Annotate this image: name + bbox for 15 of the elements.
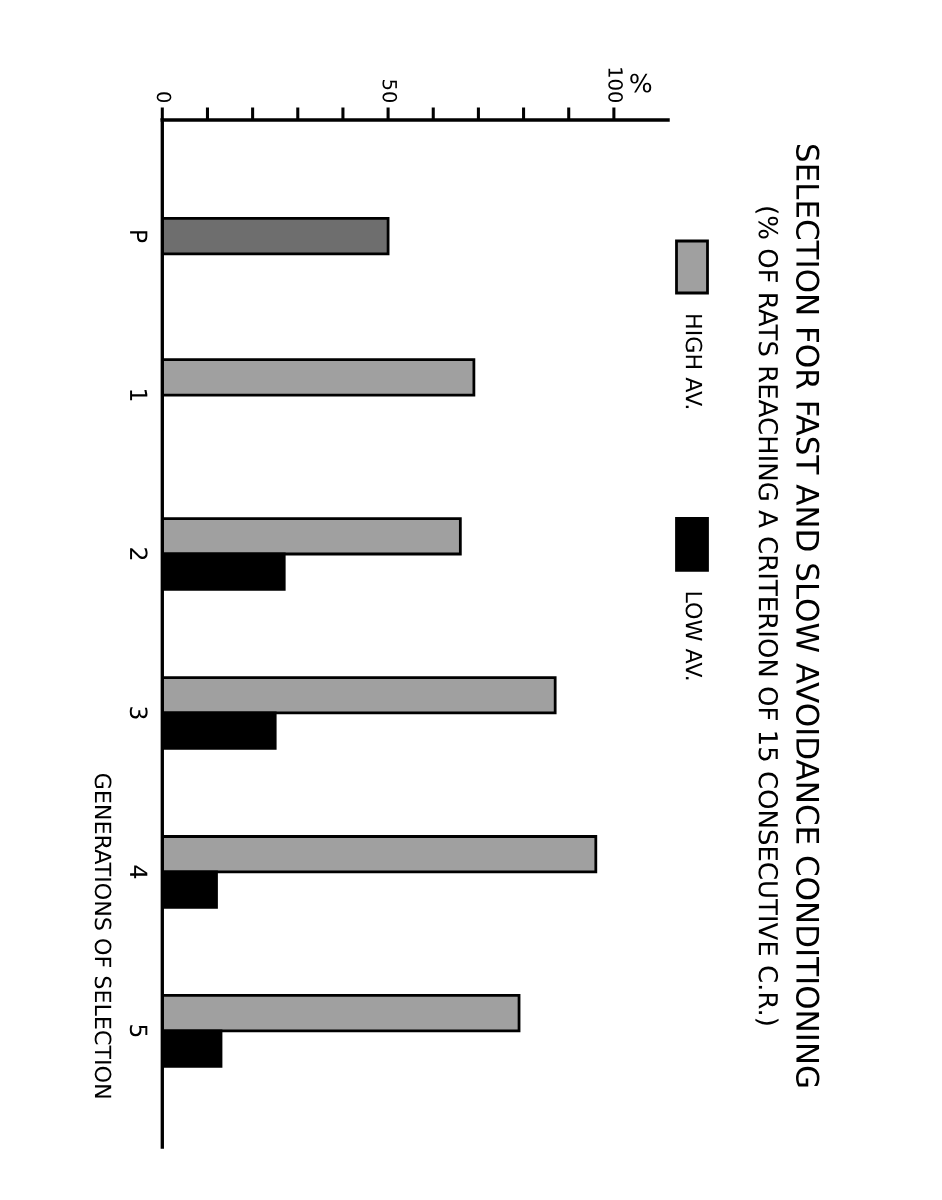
- x-tick-label: 100: [608, 68, 623, 103]
- text: (% OF RATS REACHING A CRITERION OF 15 CONSECUTIVE C.R.): [755, 207, 779, 1025]
- legend-label: HIGH AV.: [685, 315, 703, 409]
- text: SELECTION FOR FAST AND SLOW AVOIDANCE CONDITIONING: [796, 144, 820, 1087]
- y-tick-label: 1: [130, 390, 148, 401]
- y-axis-title: GENERATIONS OF SELECTION: [94, 773, 112, 1098]
- y-tick-label: 2: [130, 548, 148, 560]
- x-axis-title: %: [630, 73, 652, 93]
- x-tick-label: 50: [382, 80, 398, 103]
- y-tick-label: P: [130, 231, 148, 243]
- x-tick-label: 0: [156, 92, 172, 103]
- y-tick-label: 4: [130, 865, 148, 879]
- y-tick-label: 5: [129, 1025, 148, 1037]
- y-tick-label: 3: [129, 707, 148, 719]
- legend-label: LOW AV.: [685, 592, 703, 680]
